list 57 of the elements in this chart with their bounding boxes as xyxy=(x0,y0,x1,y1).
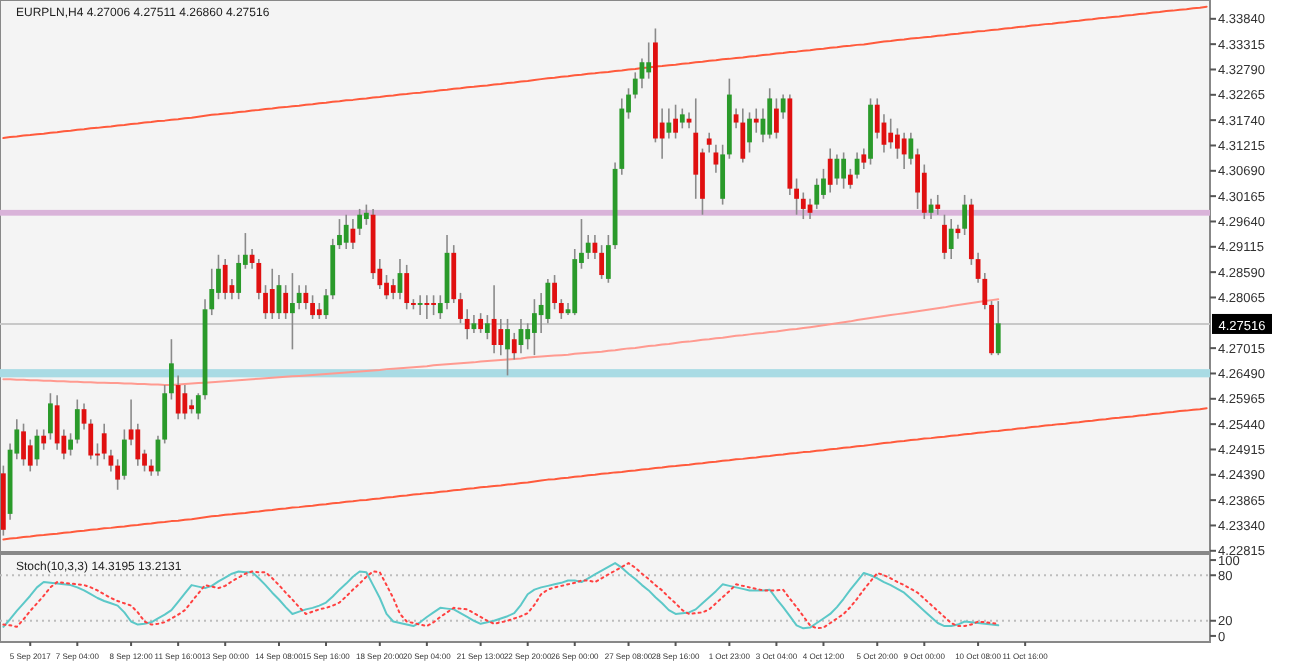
candlestick xyxy=(484,314,490,341)
candlestick xyxy=(424,294,430,320)
candlestick xyxy=(679,107,685,130)
candlestick xyxy=(74,398,80,445)
candlestick xyxy=(673,103,678,140)
candlestick xyxy=(303,284,309,311)
candlestick xyxy=(558,298,564,320)
candlestick xyxy=(585,234,591,260)
candlestick xyxy=(753,107,759,134)
candlestick xyxy=(68,432,73,457)
candlestick xyxy=(713,143,719,174)
candlestick xyxy=(545,278,551,325)
candlestick xyxy=(740,107,746,164)
candlestick xyxy=(706,131,712,154)
candlestick xyxy=(552,274,557,311)
candlestick xyxy=(908,131,914,166)
candlestick xyxy=(404,264,410,311)
candlestick xyxy=(827,147,833,194)
candlestick xyxy=(222,258,228,300)
candlestick xyxy=(995,300,1001,356)
candlestick xyxy=(54,394,60,451)
candlestick xyxy=(942,213,947,260)
candlestick xyxy=(417,294,423,316)
candlestick xyxy=(800,191,806,220)
line-series xyxy=(2,5,1208,139)
candlestick xyxy=(720,143,726,206)
candlestick xyxy=(431,294,436,316)
candlestick xyxy=(283,284,289,320)
candlestick xyxy=(948,218,954,260)
line-series xyxy=(2,562,1000,630)
candlestick xyxy=(962,194,968,236)
candlestick xyxy=(693,97,699,200)
candlestick xyxy=(343,213,349,250)
candlestick xyxy=(290,272,295,351)
candlestick xyxy=(269,267,275,320)
candlestick xyxy=(901,131,907,170)
candlestick xyxy=(296,284,302,311)
candlestick xyxy=(666,107,672,140)
candlestick xyxy=(182,384,188,421)
candlestick xyxy=(390,278,396,300)
candlestick xyxy=(478,312,484,334)
candlestick xyxy=(780,93,786,120)
candlestick xyxy=(646,41,652,80)
candlestick xyxy=(21,422,26,467)
candlestick xyxy=(115,458,121,491)
candlestick xyxy=(767,87,773,140)
candlestick xyxy=(498,318,504,356)
candlestick xyxy=(236,253,242,300)
candlestick xyxy=(935,194,941,216)
candlestick xyxy=(41,428,47,451)
candlestick xyxy=(175,374,181,421)
candlestick xyxy=(841,151,847,190)
line-series xyxy=(2,407,1208,541)
candlestick xyxy=(888,117,894,150)
candlestick xyxy=(505,318,510,377)
candlestick xyxy=(774,97,779,140)
candlestick xyxy=(532,298,537,356)
